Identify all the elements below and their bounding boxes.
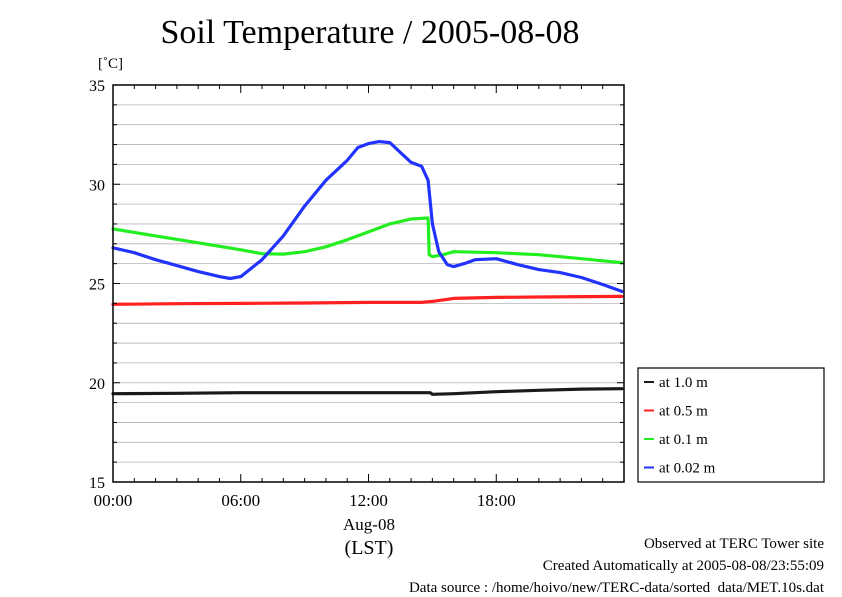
y-axis-label: [˚C] [98, 56, 123, 72]
y-tick-label: 25 [89, 277, 105, 294]
footer-source: Data source : /home/hoivo/new/TERC-data/… [408, 580, 824, 596]
y-tick-label: 30 [89, 177, 105, 194]
footer-created: Created Automatically at 2005-08-08/23:5… [542, 558, 824, 574]
x-tick-label: 12:00 [349, 491, 388, 510]
legend-entry: at 1.0 m [659, 375, 708, 391]
x-tick-label: 18:00 [477, 491, 516, 510]
y-tick-label: 15 [89, 475, 105, 492]
x-axis-label: (LST) [345, 537, 394, 559]
y-axis-ticks: 15 20 25 30 35 [89, 78, 624, 492]
x-tick-label: 00:00 [94, 491, 133, 510]
legend-entry: at 0.5 m [659, 404, 708, 420]
y-tick-label: 20 [89, 376, 105, 393]
legend-entry: at 0.02 m [659, 461, 716, 477]
legend-entry: at 0.1 m [659, 432, 708, 448]
chart-title: Soil Temperature / 2005-08-08 [160, 14, 580, 51]
series-line [111, 216, 624, 265]
series-line [111, 387, 624, 396]
series-line [111, 140, 624, 293]
series-line [111, 294, 624, 306]
x-tick-label: 06:00 [221, 491, 260, 510]
x-axis-ticks: 00:00 06:00 12:00 18:00 [94, 85, 625, 510]
x-axis-date-label: Aug-08 [343, 515, 395, 534]
legend-box [637, 367, 825, 483]
grid-lines [113, 104, 624, 463]
series-lines [111, 140, 624, 396]
legend: at 1.0 m at 0.5 m at 0.1 m at 0.02 m [637, 367, 825, 483]
footer-observed: Observed at TERC Tower site [643, 536, 824, 552]
y-tick-label: 35 [89, 78, 105, 95]
